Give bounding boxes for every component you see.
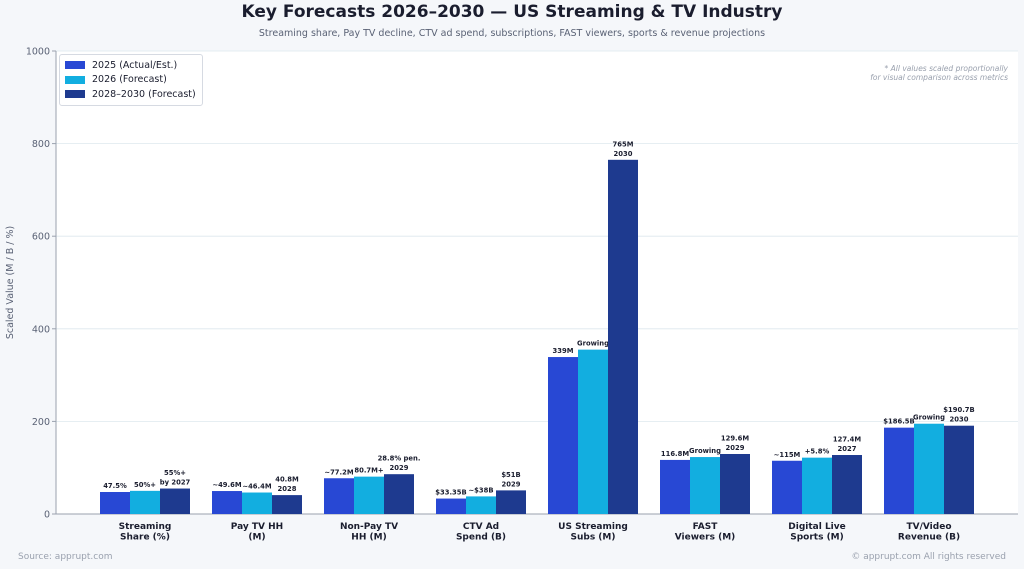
legend: 2025 (Actual/Est.) 2026 (Forecast) 2028–…: [59, 54, 203, 106]
bar: [578, 349, 608, 514]
x-tick-label: Pay TV HH: [231, 522, 283, 532]
data-label: $186.5B: [883, 418, 914, 426]
data-label: 2029: [726, 444, 745, 452]
data-label: $33.35B: [435, 489, 466, 497]
data-label: 2028: [278, 485, 297, 493]
data-label: Growing: [577, 340, 609, 348]
bar: [130, 490, 160, 514]
data-label: 127.4M: [833, 436, 861, 444]
data-label: 40.8M: [275, 476, 299, 484]
bar: [354, 476, 384, 514]
y-tick-label: 600: [32, 232, 50, 243]
data-label: ~115M: [774, 451, 801, 459]
plot-area: [56, 51, 1018, 514]
data-label: Growing: [913, 414, 945, 422]
bar: [212, 491, 242, 514]
copyright-footer: © apprupt.com All rights reserved: [851, 552, 1006, 562]
data-label: ~77.2M: [324, 468, 353, 476]
bar: [496, 490, 526, 514]
x-tick-label: Sports (M): [790, 533, 844, 543]
bar: [324, 478, 354, 514]
x-tick-label: Viewers (M): [675, 533, 736, 543]
y-tick-label: 800: [32, 139, 50, 150]
bar: [242, 492, 272, 514]
data-label: 2030: [950, 416, 969, 424]
x-tick-label: Spend (B): [456, 533, 506, 543]
bar: [466, 496, 496, 514]
bar: [772, 460, 802, 514]
legend-label: 2026 (Forecast): [92, 74, 167, 86]
x-tick-label: TV/Video: [906, 522, 951, 532]
data-label: 129.6M: [721, 434, 749, 442]
source-footer: Source: apprupt.com: [18, 552, 113, 562]
y-tick-label: 0: [44, 510, 50, 521]
data-label: 80.7M+: [354, 467, 383, 475]
scaling-note-line: * All values scaled proportionally: [884, 64, 1009, 73]
data-label: 116.8M: [661, 450, 689, 458]
bar: [884, 427, 914, 514]
bar: [944, 425, 974, 514]
bar: [914, 423, 944, 514]
legend-item-2026: 2026 (Forecast): [65, 73, 196, 88]
bar: [720, 453, 750, 514]
x-tick-label: FAST: [693, 522, 719, 532]
y-axis-label: Scaled Value (M / B / %): [5, 226, 16, 339]
x-tick-label: Digital Live: [788, 522, 845, 532]
bar: [802, 457, 832, 514]
y-tick-label: 1000: [26, 47, 50, 58]
bar: [384, 474, 414, 514]
y-tick-label: 200: [32, 417, 50, 428]
bar: [660, 459, 690, 514]
y-tick-label: 400: [32, 324, 50, 335]
bar: [832, 455, 862, 514]
data-label: 50%+: [134, 481, 156, 489]
x-tick-label: Share (%): [120, 533, 170, 543]
legend-label: 2028–2030 (Forecast): [92, 88, 196, 100]
data-label: 55%+: [164, 469, 186, 477]
chart-title: Key Forecasts 2026–2030 — US Streaming &…: [241, 2, 783, 22]
data-label: +5.8%: [805, 448, 830, 456]
x-tick-label: Non-Pay TV: [340, 522, 398, 532]
legend-swatch: [65, 75, 85, 84]
data-label: ~49.6M: [212, 481, 241, 489]
data-label: ~$38B: [468, 486, 493, 494]
bar: [548, 357, 578, 514]
data-label: Growing: [689, 447, 721, 455]
x-tick-label: Streaming: [119, 522, 172, 532]
x-tick-label: CTV Ad: [463, 522, 499, 532]
x-tick-label: US Streaming: [558, 522, 628, 532]
legend-item-2028-2030: 2028–2030 (Forecast): [65, 87, 196, 102]
data-label: 2029: [390, 464, 409, 472]
bar: [272, 495, 302, 514]
bar: [690, 457, 720, 514]
data-label: $190.7B: [943, 406, 974, 414]
x-tick-label: (M): [248, 533, 265, 543]
data-label: 765M: [613, 140, 634, 148]
legend-item-2025: 2025 (Actual/Est.): [65, 58, 196, 73]
scaling-note: * All values scaled proportionally for v…: [870, 64, 1008, 82]
x-tick-label: Revenue (B): [898, 533, 960, 543]
x-tick-label: HH (M): [351, 533, 386, 543]
data-label: ~46.4M: [242, 483, 271, 491]
legend-swatch: [65, 90, 85, 99]
data-label: 2030: [614, 150, 633, 158]
chart-subtitle: Streaming share, Pay TV decline, CTV ad …: [258, 28, 766, 39]
bar: [608, 159, 638, 514]
bar: [100, 492, 130, 514]
data-label: $51B: [501, 471, 520, 479]
legend-swatch: [65, 61, 85, 70]
bar: [436, 498, 466, 514]
legend-label: 2025 (Actual/Est.): [92, 59, 178, 71]
data-label: by 2027: [160, 479, 191, 487]
scaling-note-line: for visual comparison across metrics: [870, 73, 1008, 82]
data-label: 2027: [838, 445, 857, 453]
x-tick-label: Subs (M): [570, 533, 615, 543]
data-label: 2029: [502, 480, 521, 488]
data-label: 47.5%: [103, 482, 127, 490]
data-label: 28.8% pen.: [378, 455, 421, 463]
data-label: 339M: [553, 347, 574, 355]
bar: [160, 488, 190, 514]
